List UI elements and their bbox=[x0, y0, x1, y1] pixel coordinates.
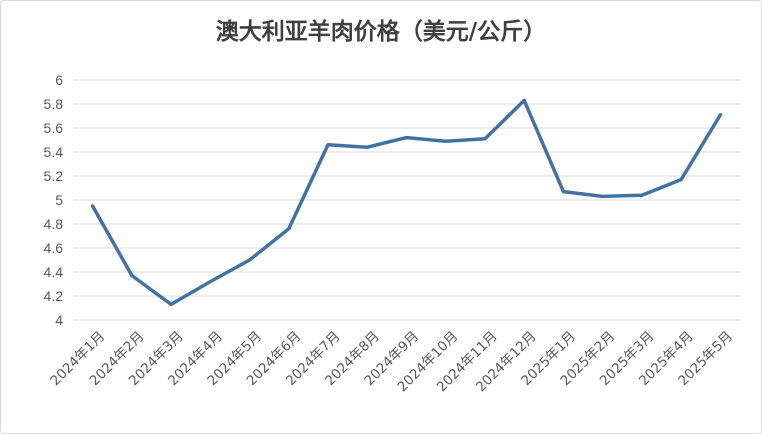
data-point bbox=[326, 143, 330, 147]
series-group bbox=[90, 98, 723, 307]
data-point bbox=[561, 190, 565, 194]
y-tick-label: 5.6 bbox=[44, 120, 64, 136]
data-point bbox=[640, 193, 644, 197]
data-point bbox=[601, 194, 605, 198]
data-point bbox=[679, 178, 683, 182]
y-tick-label: 4.2 bbox=[44, 288, 64, 304]
y-tick-label: 5 bbox=[55, 192, 63, 208]
data-point bbox=[718, 113, 722, 117]
y-tick-label: 5.8 bbox=[44, 96, 64, 112]
series-line bbox=[90, 98, 723, 307]
data-point bbox=[405, 136, 408, 140]
y-tick-label: 6 bbox=[55, 72, 63, 88]
x-axis-ticks: 2024年1月2024年2月2024年3月2024年4月2024年5月2024年… bbox=[47, 328, 736, 395]
data-point bbox=[130, 274, 134, 278]
data-point bbox=[365, 145, 369, 149]
data-point bbox=[248, 258, 252, 262]
y-tick-label: 5.4 bbox=[44, 144, 64, 160]
y-axis-ticks: 4 4.2 4.4 4.6 4.8 5 5.2 5.4 5.6 5.8 6 bbox=[44, 72, 64, 328]
gridlines bbox=[73, 79, 740, 321]
y-tick-label: 4.4 bbox=[44, 264, 64, 280]
chart-title: 澳大利亚羊肉价格（美元/公斤） bbox=[215, 19, 547, 45]
data-point bbox=[208, 280, 212, 284]
y-tick-label: 4.6 bbox=[44, 240, 64, 256]
y-tick-label: 4 bbox=[55, 312, 63, 328]
data-point bbox=[91, 204, 95, 208]
data-point bbox=[287, 227, 291, 231]
data-point bbox=[444, 139, 448, 143]
y-tick-label: 4.8 bbox=[44, 216, 64, 232]
data-point bbox=[483, 137, 487, 141]
y-tick-label: 5.2 bbox=[44, 168, 64, 184]
data-point bbox=[522, 98, 526, 102]
data-point bbox=[169, 302, 173, 306]
